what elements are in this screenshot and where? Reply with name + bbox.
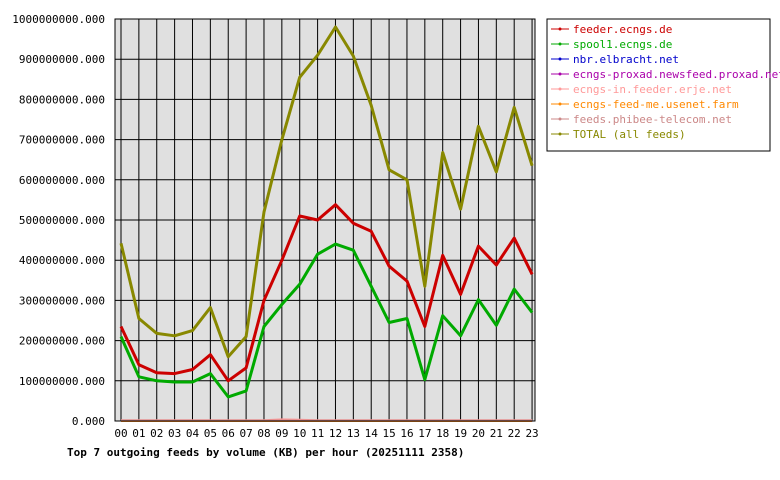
x-tick-label: 10 bbox=[293, 427, 306, 440]
x-tick-label: 02 bbox=[150, 427, 163, 440]
x-tick-label: 19 bbox=[454, 427, 467, 440]
x-tick-label: 06 bbox=[222, 427, 235, 440]
legend-item: nbr.elbracht.net bbox=[573, 53, 679, 66]
x-tick-label: 12 bbox=[329, 427, 342, 440]
legend-item: feeds.phibee-telecom.net bbox=[573, 113, 732, 126]
series-line bbox=[119, 203, 534, 383]
x-tick-label: 05 bbox=[204, 427, 217, 440]
x-tick-label: 07 bbox=[239, 427, 252, 440]
x-tick-label: 11 bbox=[311, 427, 324, 440]
x-tick-label: 17 bbox=[418, 427, 431, 440]
legend-marker bbox=[558, 87, 562, 91]
x-tick-label: 09 bbox=[275, 427, 288, 440]
y-tick-label: 0.000 bbox=[72, 415, 105, 428]
y-axis-ticks: 0.000 100000000.000 200000000.000 300000000… bbox=[12, 13, 105, 428]
y-tick-label: 800000000.000 bbox=[19, 93, 105, 106]
legend-item: ecngs-in.feeder.erje.net bbox=[573, 83, 732, 96]
legend-item: ecngs-proxad.newsfeed.proxad.net bbox=[573, 68, 780, 81]
x-tick-label: 00 bbox=[114, 427, 127, 440]
x-tick-label: 04 bbox=[186, 427, 200, 440]
legend-marker bbox=[558, 72, 562, 76]
x-tick-label: 14 bbox=[365, 427, 379, 440]
x-tick-label: 08 bbox=[257, 427, 270, 440]
x-tick-label: 15 bbox=[382, 427, 395, 440]
legend-item: feeder.ecngs.de bbox=[573, 23, 672, 36]
x-tick-label: 22 bbox=[508, 427, 521, 440]
legend-marker bbox=[558, 117, 562, 121]
y-tick-label: 400000000.000 bbox=[19, 254, 105, 267]
x-tick-label: 23 bbox=[525, 427, 538, 440]
y-tick-label: 600000000.000 bbox=[19, 174, 105, 187]
legend-marker bbox=[558, 27, 562, 31]
series-line bbox=[119, 25, 534, 359]
series-line bbox=[119, 242, 534, 399]
legend-marker bbox=[558, 57, 562, 61]
plot-border bbox=[114, 18, 536, 422]
legend-marker bbox=[558, 132, 562, 136]
legend-box bbox=[546, 18, 771, 152]
x-tick-label: 21 bbox=[490, 427, 503, 440]
legend-item: spool1.ecngs.de bbox=[573, 38, 672, 51]
y-tick-label: 700000000.000 bbox=[19, 134, 105, 147]
chart-title: Top 7 outgoing feeds by volume (KB) per … bbox=[67, 446, 464, 459]
x-tick-label: 16 bbox=[400, 427, 413, 440]
legend-marker bbox=[558, 102, 562, 106]
x-tick-label: 13 bbox=[347, 427, 360, 440]
x-tick-label: 03 bbox=[168, 427, 181, 440]
y-tick-label: 500000000.000 bbox=[19, 214, 105, 227]
y-tick-label: 900000000.000 bbox=[19, 53, 105, 66]
x-tick-label: 18 bbox=[436, 427, 449, 440]
x-tick-label: 01 bbox=[132, 427, 145, 440]
y-tick-label: 200000000.000 bbox=[19, 335, 105, 348]
x-axis-ticks: 00 01 02 03 04 05 06 07 08 09 10 11 12 13 14 15 16 17 18 19… bbox=[114, 427, 538, 440]
y-tick-label: 100000000.000 bbox=[19, 375, 105, 388]
legend-item: ecngs-feed-me.usenet.farm bbox=[573, 98, 739, 111]
x-tick-label: 20 bbox=[472, 427, 485, 440]
legend-item: TOTAL (all feeds) bbox=[573, 128, 686, 141]
legend-marker bbox=[558, 42, 562, 46]
legend: feeder.ecngs.de spool1.ecngs.de nbr.elbrac… bbox=[546, 18, 780, 152]
y-tick-label: 1000000000.000 bbox=[12, 13, 105, 26]
y-tick-label: 300000000.000 bbox=[19, 294, 105, 307]
